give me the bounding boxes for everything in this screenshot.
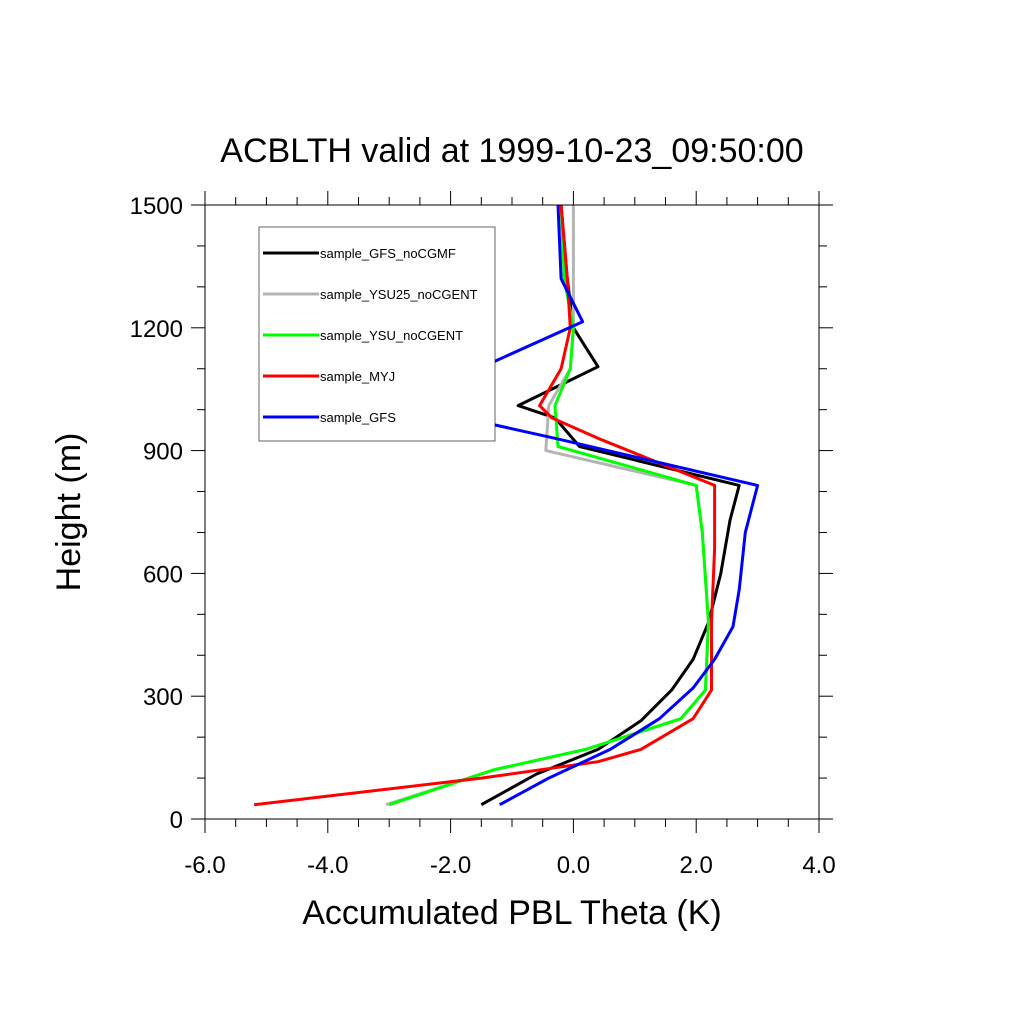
series-line-3	[253, 204, 717, 807]
x-tick-label: 2.0	[680, 852, 713, 879]
x-tick-label: -6.0	[184, 852, 225, 879]
series-line-0	[480, 204, 741, 807]
x-axis-label: Accumulated PBL Theta (K)	[302, 894, 722, 932]
y-tick-label: 900	[143, 439, 183, 466]
y-tick-label: 1500	[130, 193, 183, 220]
x-tick-label: 4.0	[802, 852, 835, 879]
y-tick-label: 0	[170, 807, 183, 834]
legend-label-2: sample_YSU_noCGENT	[320, 328, 463, 343]
y-tick-label: 600	[143, 561, 183, 588]
chart-title: ACBLTH valid at 1999-10-23_09:50:00	[220, 132, 803, 170]
y-axis-label: Height (m)	[50, 433, 88, 592]
x-tick-label: -2.0	[430, 852, 471, 879]
y-tick-label: 300	[143, 684, 183, 711]
series-line-4	[406, 204, 760, 807]
series-layer	[253, 204, 760, 807]
legend-label-3: sample_MYJ	[320, 369, 395, 384]
x-tick-label: -4.0	[307, 852, 348, 879]
x-tick-label: 0.0	[557, 852, 590, 879]
legend: sample_GFS_noCGMF sample_YSU25_noCGENTsam…	[258, 226, 496, 442]
legend-label-0: sample_GFS_noCGMF	[320, 246, 456, 261]
series-line-2	[388, 204, 710, 807]
y-tick-label: 1200	[130, 316, 183, 343]
legend-label-4: sample_GFS	[320, 410, 396, 425]
tick-layer: -6.0 -4.0 -2.0 0.0 2.0 4.0 0 300 600 900 1200 1500	[130, 191, 836, 879]
legend-label-1: sample_YSU25_noCGENT	[320, 287, 478, 302]
